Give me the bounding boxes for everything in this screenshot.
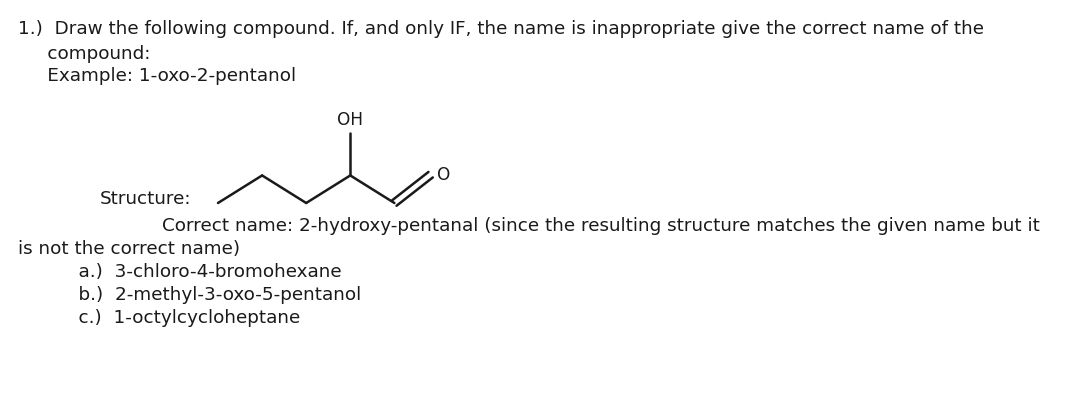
Text: is not the correct name): is not the correct name) [18,240,240,258]
Text: Structure:: Structure: [100,190,191,208]
Text: 1.)  Draw the following compound. If, and only IF, the name is inappropriate giv: 1.) Draw the following compound. If, and… [18,20,984,38]
Text: O: O [436,166,450,184]
Text: OH: OH [337,111,363,130]
Text: c.)  1-octylcycloheptane: c.) 1-octylcycloheptane [55,309,300,327]
Text: Example: 1-oxo-2-pentanol: Example: 1-oxo-2-pentanol [18,67,296,85]
Text: Correct name: 2-hydroxy-pentanal (since the resulting structure matches the give: Correct name: 2-hydroxy-pentanal (since … [114,217,1040,235]
Text: compound:: compound: [18,45,150,63]
Text: b.)  2-methyl-3-oxo-5-pentanol: b.) 2-methyl-3-oxo-5-pentanol [55,286,361,304]
Text: a.)  3-chloro-4-bromohexane: a.) 3-chloro-4-bromohexane [55,263,341,281]
